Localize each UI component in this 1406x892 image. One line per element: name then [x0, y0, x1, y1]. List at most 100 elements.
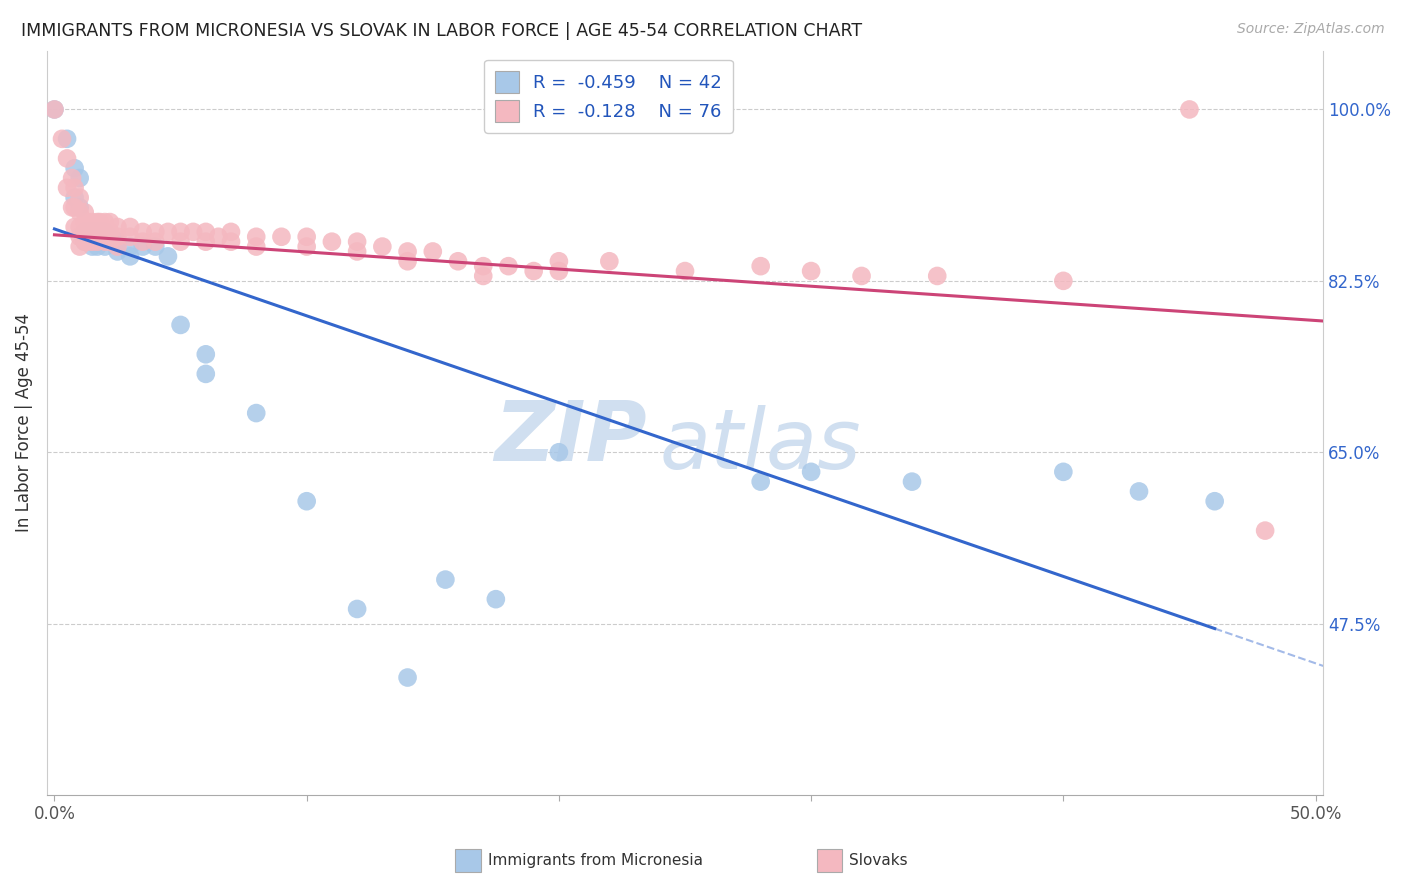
Point — [82, 235, 104, 249]
Point — [76, 225, 98, 239]
Point — [73, 235, 96, 249]
Point — [63, 161, 86, 176]
Point — [346, 244, 368, 259]
Point — [472, 268, 495, 283]
Point — [548, 264, 571, 278]
Point — [396, 671, 419, 685]
Point — [69, 201, 91, 215]
Point — [89, 225, 111, 239]
Point — [1052, 465, 1074, 479]
Point — [472, 259, 495, 273]
Point — [86, 235, 108, 249]
Point — [1254, 524, 1277, 538]
Point — [120, 239, 142, 253]
Point — [447, 254, 470, 268]
Point — [63, 219, 86, 234]
Point — [194, 235, 217, 249]
Point — [800, 264, 823, 278]
Point — [86, 225, 108, 239]
Point — [56, 181, 79, 195]
Point — [132, 225, 155, 239]
Point — [73, 215, 96, 229]
Point — [73, 225, 96, 239]
Point — [169, 235, 191, 249]
Point — [156, 225, 179, 239]
Point — [927, 268, 949, 283]
Point — [245, 406, 267, 420]
Point — [219, 225, 242, 239]
Point — [63, 201, 86, 215]
Point — [346, 235, 368, 249]
Point — [143, 239, 166, 253]
Point — [422, 244, 444, 259]
Point — [245, 239, 267, 253]
Point — [86, 239, 108, 253]
Y-axis label: In Labor Force | Age 45-54: In Labor Force | Age 45-54 — [15, 313, 32, 533]
Point — [169, 318, 191, 332]
Point — [44, 103, 66, 117]
Point — [63, 181, 86, 195]
Point — [98, 229, 121, 244]
Point — [194, 225, 217, 239]
Text: ZIP: ZIP — [494, 397, 647, 478]
Point — [673, 264, 696, 278]
Point — [86, 225, 108, 239]
Point — [69, 239, 91, 253]
Point — [749, 475, 772, 489]
Point — [1128, 484, 1150, 499]
Point — [69, 229, 91, 244]
Point — [548, 254, 571, 268]
Point — [194, 347, 217, 361]
Point — [76, 235, 98, 249]
Point — [434, 573, 457, 587]
Point — [69, 171, 91, 186]
Point — [120, 219, 142, 234]
Text: atlas: atlas — [659, 405, 860, 486]
Point — [98, 235, 121, 249]
Point — [51, 132, 73, 146]
Point — [107, 239, 129, 253]
Point — [94, 215, 117, 229]
Point — [295, 494, 318, 508]
Point — [800, 465, 823, 479]
Point — [94, 225, 117, 239]
Point — [107, 244, 129, 259]
Text: Source: ZipAtlas.com: Source: ZipAtlas.com — [1237, 22, 1385, 37]
Point — [270, 229, 292, 244]
Point — [120, 249, 142, 263]
Point — [598, 254, 620, 268]
Text: IMMIGRANTS FROM MICRONESIA VS SLOVAK IN LABOR FORCE | AGE 45-54 CORRELATION CHAR: IMMIGRANTS FROM MICRONESIA VS SLOVAK IN … — [21, 22, 862, 40]
Point — [132, 239, 155, 253]
Point — [82, 225, 104, 239]
Point — [73, 235, 96, 249]
Point — [396, 244, 419, 259]
Point — [60, 171, 83, 186]
Point — [485, 592, 508, 607]
Point — [169, 225, 191, 239]
Point — [207, 229, 229, 244]
Point — [1052, 274, 1074, 288]
Point — [89, 215, 111, 229]
Point — [107, 229, 129, 244]
Point — [76, 215, 98, 229]
Point — [76, 235, 98, 249]
Point — [245, 229, 267, 244]
Point — [73, 225, 96, 239]
Point — [82, 215, 104, 229]
Point — [69, 219, 91, 234]
Point — [523, 264, 546, 278]
Point — [63, 191, 86, 205]
Point — [107, 219, 129, 234]
Point — [76, 225, 98, 239]
Point — [851, 268, 873, 283]
Point — [89, 225, 111, 239]
Text: Slovaks: Slovaks — [849, 854, 908, 868]
Point — [82, 239, 104, 253]
Point — [73, 205, 96, 219]
Point — [94, 235, 117, 249]
Point — [156, 249, 179, 263]
Legend: R =  -0.459    N = 42, R =  -0.128    N = 76: R = -0.459 N = 42, R = -0.128 N = 76 — [484, 60, 733, 133]
Point — [69, 205, 91, 219]
Point — [371, 239, 394, 253]
Point — [98, 225, 121, 239]
